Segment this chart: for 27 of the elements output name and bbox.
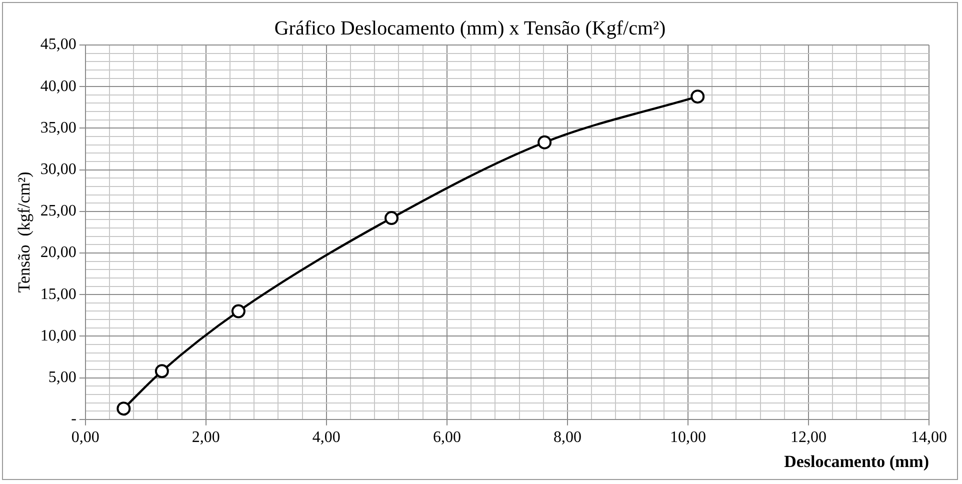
y-tick-label: 25,00	[40, 202, 76, 220]
x-tick-label: 2,00	[192, 429, 220, 446]
y-tick-label: 45,00	[40, 36, 76, 54]
x-tick-label: 10,00	[670, 429, 706, 446]
x-tick-label: 12,00	[790, 429, 826, 446]
chart-title: Gráfico Deslocamento (mm) x Tensão (Kgf/cm²)	[274, 17, 666, 40]
x-axis-title: Deslocamento (mm)	[784, 452, 929, 472]
y-tick-label: 30,00	[40, 161, 76, 178]
x-tick-label: 14,00	[911, 429, 947, 446]
point	[690, 90, 705, 104]
point	[231, 304, 246, 318]
y-tick-label: 5,00	[48, 369, 76, 386]
y-tick-label: 35,00	[40, 119, 76, 136]
point	[154, 364, 169, 378]
x-tick-label: 0,00	[71, 429, 100, 446]
y-tick-label: -	[71, 410, 76, 428]
y-tick-label: 15,00	[40, 286, 76, 303]
x-tick-label: 4,00	[312, 429, 340, 446]
point	[384, 211, 399, 226]
x-tick-label: 8,00	[553, 429, 582, 446]
y-tick-label: 20,00	[40, 244, 76, 262]
y-tick-label: 40,00	[40, 78, 76, 95]
point	[116, 402, 131, 416]
y-axis-title: Tensão (kgf/cm²)	[14, 172, 34, 293]
x-tick-label: 6,00	[432, 429, 461, 446]
point	[538, 135, 552, 150]
y-tick-label: 10,00	[40, 327, 76, 344]
